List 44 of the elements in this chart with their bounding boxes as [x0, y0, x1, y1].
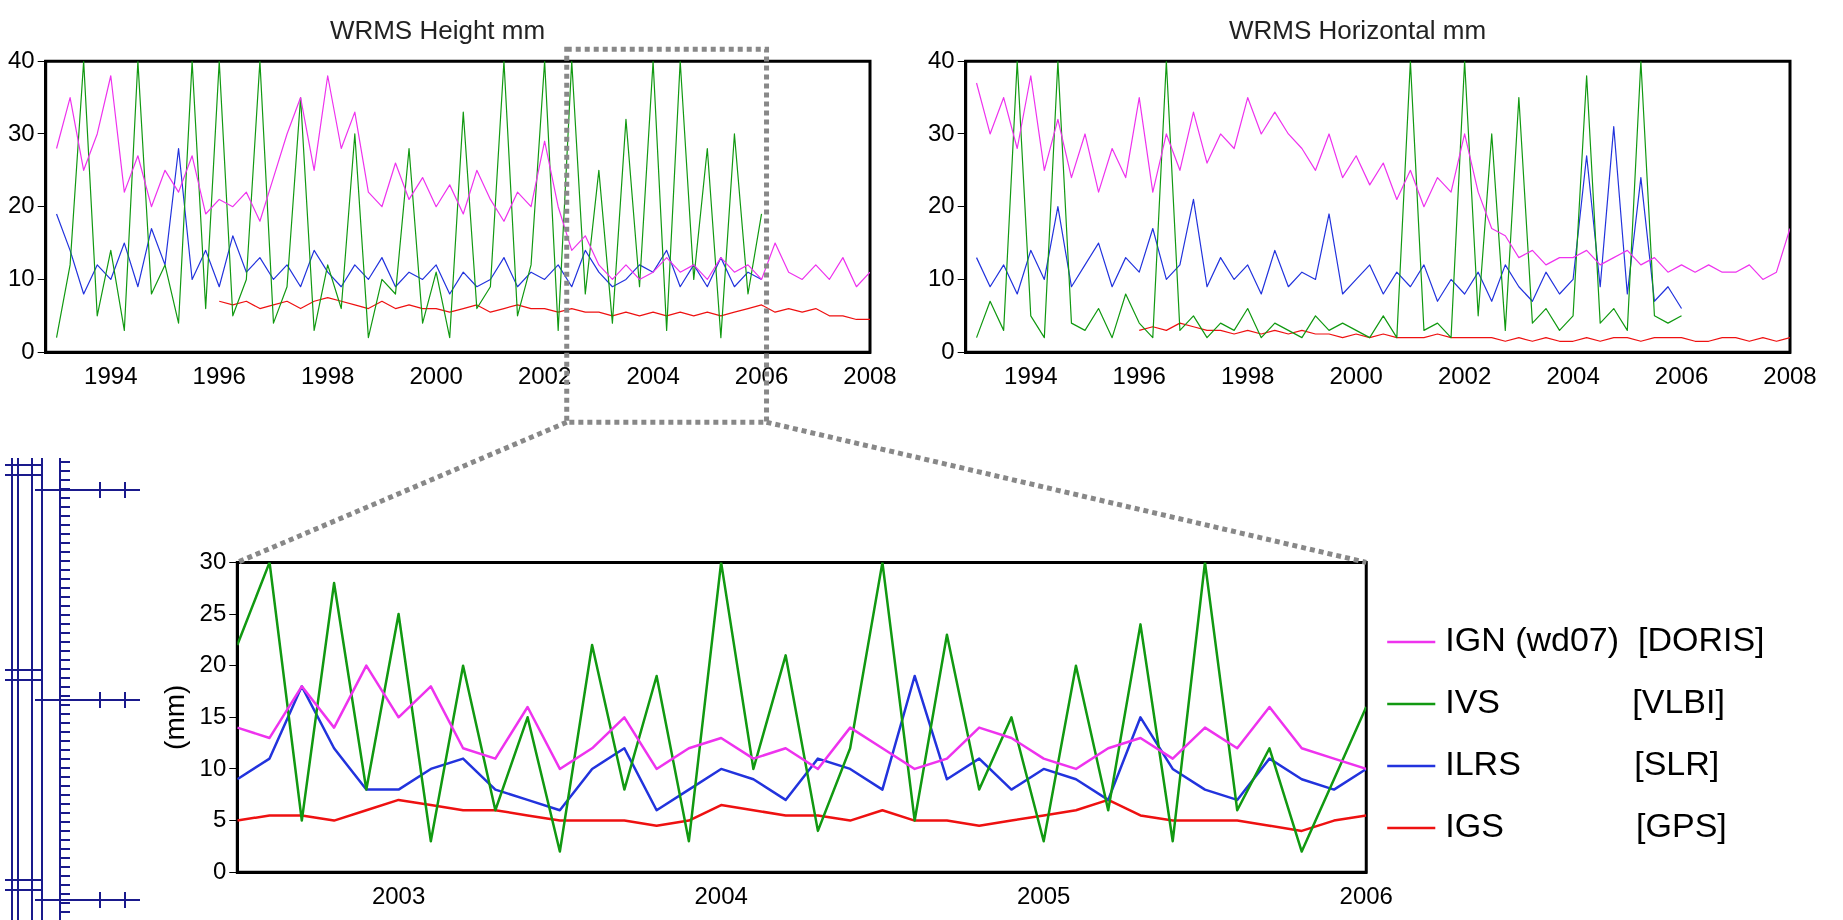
y-tick-label: 40	[7, 45, 35, 73]
y-tick-label: 30	[199, 547, 227, 575]
x-tick-label: 2002	[1437, 362, 1492, 390]
y-tick-label: 0	[212, 856, 227, 884]
y-tick-label: 0	[21, 336, 35, 364]
x-tick-label: 1996	[192, 362, 246, 390]
legend-label: ILRS [SLR]	[1445, 744, 1720, 783]
x-tick-label: 2004	[694, 882, 748, 910]
legend-label: IVS [VLBI]	[1445, 682, 1725, 721]
y-tick-label: 30	[927, 118, 955, 146]
x-tick-label: 2006	[1654, 362, 1709, 390]
x-tick-label: 2006	[734, 362, 789, 390]
x-tick-label: 2008	[1763, 362, 1817, 390]
x-tick-label: 2000	[409, 362, 463, 390]
y-tick-label: 40	[927, 45, 955, 73]
chart-title: WRMS Horizontal mm	[1228, 14, 1487, 45]
legend-label: IGS [GPS]	[1445, 806, 1727, 845]
x-tick-label: 2002	[517, 362, 572, 390]
x-tick-label: 2008	[843, 362, 897, 390]
x-tick-label: 1996	[1112, 362, 1166, 390]
y-tick-label: 10	[927, 264, 955, 292]
y-tick-label: 20	[7, 191, 35, 219]
x-tick-label: 2000	[1329, 362, 1383, 390]
y-tick-label: 20	[199, 650, 227, 678]
y-tick-label: 10	[7, 264, 35, 292]
x-tick-label: 1994	[1004, 362, 1058, 390]
x-tick-label: 2006	[1339, 882, 1393, 910]
legend-label: IGN (wd07) [DORIS]	[1445, 620, 1765, 659]
y-axis-title: (mm)	[158, 684, 190, 750]
y-tick-label: 20	[927, 191, 955, 219]
y-tick-label: 15	[199, 701, 227, 729]
chart-title: WRMS Height mm	[329, 14, 546, 45]
y-tick-label: 0	[941, 336, 955, 364]
x-tick-label: 1998	[301, 362, 355, 390]
x-tick-label: 2003	[371, 882, 426, 910]
x-tick-label: 2004	[626, 362, 680, 390]
x-tick-label: 2004	[1546, 362, 1600, 390]
y-tick-label: 30	[7, 118, 35, 146]
y-tick-label: 5	[212, 805, 227, 833]
y-tick-label: 10	[199, 753, 227, 781]
y-tick-label: 25	[199, 598, 227, 626]
x-tick-label: 2005	[1017, 882, 1071, 910]
x-tick-label: 1998	[1221, 362, 1275, 390]
x-tick-label: 1994	[84, 362, 138, 390]
